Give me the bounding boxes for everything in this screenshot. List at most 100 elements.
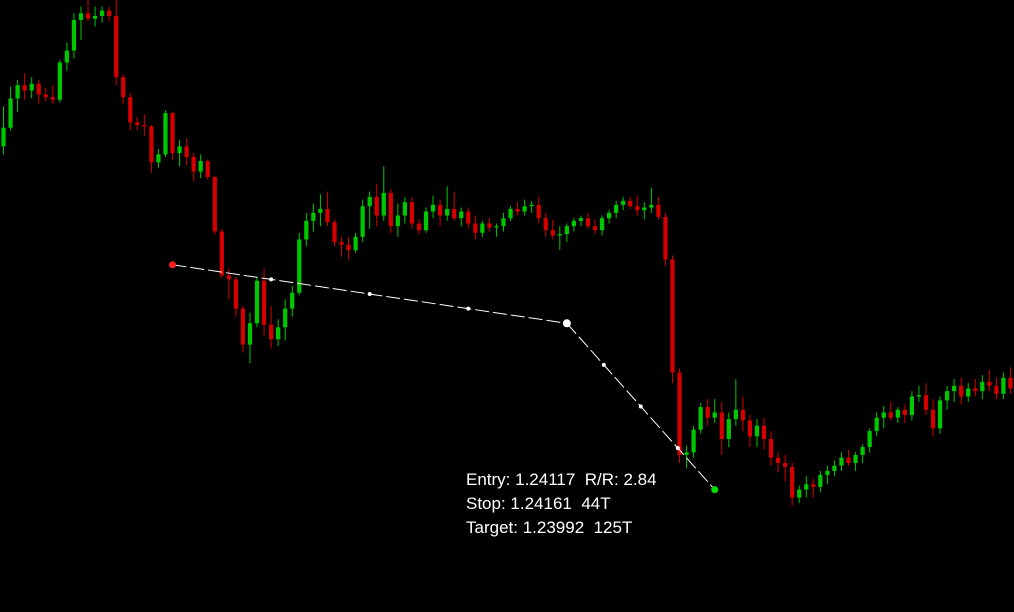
bull-candle xyxy=(297,239,302,293)
bear-candle xyxy=(515,208,520,212)
bear-candle xyxy=(635,206,640,211)
bull-candle xyxy=(156,154,161,163)
bull-candle xyxy=(92,15,98,19)
bull-candle xyxy=(867,431,872,448)
bear-candle xyxy=(536,204,541,219)
bear-candle xyxy=(747,420,753,437)
bear-candle xyxy=(332,222,337,243)
bull-candle xyxy=(684,452,689,456)
bear-candle xyxy=(466,211,471,224)
bull-candle xyxy=(318,208,323,213)
bull-candle xyxy=(895,409,900,418)
bull-candle xyxy=(825,470,830,475)
bull-candle xyxy=(522,206,527,212)
bull-candle xyxy=(459,211,464,219)
bull-candle xyxy=(797,489,802,498)
bear-candle xyxy=(923,395,929,410)
bear-candle xyxy=(670,259,675,373)
bull-candle xyxy=(198,160,203,172)
bull-candle xyxy=(881,412,886,418)
bear-candle xyxy=(761,425,767,440)
bear-candle xyxy=(85,13,91,19)
bear-candle xyxy=(543,218,548,231)
rr-line-handle[interactable] xyxy=(466,306,471,311)
rr-entry-marker[interactable] xyxy=(562,319,571,328)
bull-candle xyxy=(423,211,429,231)
bull-candle xyxy=(430,204,436,212)
bull-candle xyxy=(649,204,654,208)
bull-candle xyxy=(494,226,499,228)
bear-candle xyxy=(409,202,415,224)
bear-candle xyxy=(705,407,710,418)
bear-candle xyxy=(346,244,351,251)
bear-candle xyxy=(930,409,936,429)
bear-candle xyxy=(43,94,48,98)
bull-candle xyxy=(64,50,70,63)
rr-line-handle[interactable] xyxy=(269,277,274,282)
bull-candle xyxy=(980,381,985,392)
bull-candle xyxy=(78,13,84,20)
bear-candle xyxy=(719,412,724,440)
bear-candle xyxy=(226,275,231,280)
bull-candle xyxy=(691,429,696,453)
bear-candle xyxy=(339,242,344,245)
bear-candle xyxy=(268,324,274,340)
bull-candle xyxy=(311,212,316,221)
bull-candle xyxy=(254,280,260,324)
bear-candle xyxy=(473,223,478,233)
bear-candle xyxy=(205,160,210,177)
bear-candle xyxy=(994,385,999,394)
bear-candle xyxy=(592,226,598,231)
bear-candle xyxy=(388,192,393,227)
bear-candle xyxy=(374,196,379,216)
bull-candle xyxy=(966,388,971,397)
bear-candle xyxy=(1008,377,1013,389)
bear-candle xyxy=(487,223,492,228)
rr-line-handle[interactable] xyxy=(638,404,643,409)
bear-candle xyxy=(261,280,267,325)
bear-candle xyxy=(677,372,682,456)
bull-candle xyxy=(353,236,358,251)
bear-candle xyxy=(142,125,147,127)
bear-candle xyxy=(114,15,119,78)
rr-line-handle[interactable] xyxy=(675,446,680,451)
bull-candle xyxy=(642,207,647,211)
bull-candle xyxy=(726,419,731,440)
rr-line-handle[interactable] xyxy=(367,292,372,297)
bull-candle xyxy=(599,218,605,231)
bear-candle xyxy=(212,176,217,232)
bear-candle xyxy=(973,388,978,392)
bear-candle xyxy=(50,97,55,100)
bull-candle xyxy=(952,385,957,392)
bull-candle xyxy=(1,127,6,147)
bear-candle xyxy=(170,113,175,153)
bear-candle xyxy=(240,308,246,345)
bull-candle xyxy=(395,215,400,227)
bull-candle xyxy=(698,407,703,430)
bull-candle xyxy=(8,98,13,128)
bear-candle xyxy=(416,223,422,231)
bull-candle xyxy=(564,226,569,235)
bear-candle xyxy=(790,466,795,498)
bull-candle xyxy=(818,474,823,487)
rr-line-handle[interactable] xyxy=(601,362,606,367)
bull-candle xyxy=(839,457,844,466)
rr-stop-marker[interactable] xyxy=(169,261,177,269)
rr-target-marker[interactable] xyxy=(711,486,719,494)
bear-candle xyxy=(902,409,907,416)
bear-candle xyxy=(888,412,893,418)
bear-candle xyxy=(191,156,196,172)
bull-candle xyxy=(402,202,408,216)
bear-candle xyxy=(135,122,140,126)
bear-candle xyxy=(656,204,661,217)
bear-candle xyxy=(663,216,668,260)
risk-reward-tool[interactable] xyxy=(169,261,719,494)
bear-candle xyxy=(783,462,788,467)
bull-candle xyxy=(276,327,281,340)
bear-candle xyxy=(325,208,330,223)
bull-candle xyxy=(614,204,619,213)
bear-candle xyxy=(628,200,633,207)
bear-candle xyxy=(128,97,133,123)
